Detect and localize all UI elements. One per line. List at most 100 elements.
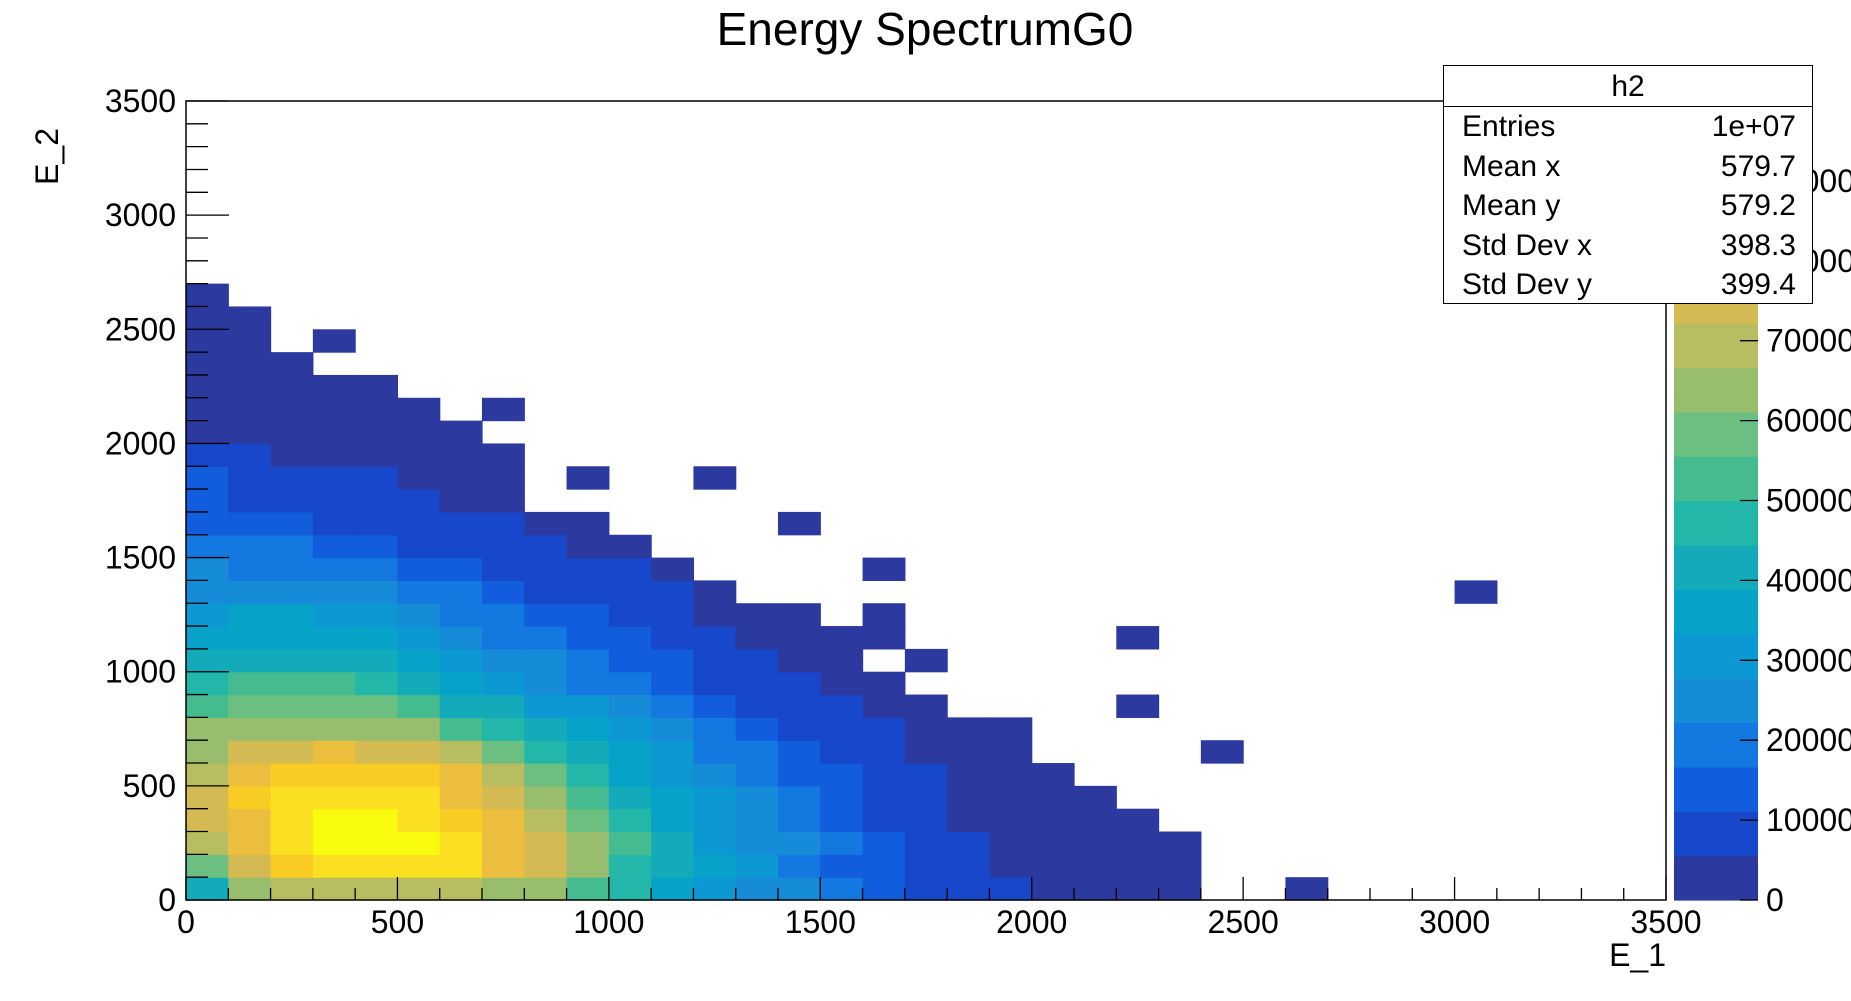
heatmap-cell xyxy=(312,443,356,467)
heatmap-cell xyxy=(270,763,314,787)
heatmap-cell xyxy=(186,511,229,536)
heatmap-cell xyxy=(228,466,272,490)
heatmap-cell xyxy=(1074,808,1117,833)
heatmap-cell xyxy=(482,831,525,855)
heatmap-cell xyxy=(566,511,610,536)
heatmap-cell xyxy=(735,648,779,673)
heatmap-cell xyxy=(1116,854,1160,878)
heatmap-cell xyxy=(355,534,399,559)
heatmap-cell xyxy=(186,329,229,353)
heatmap-cell xyxy=(228,306,272,330)
heatmap-cell xyxy=(482,443,525,467)
heatmap-cell xyxy=(228,717,272,741)
heatmap-cell xyxy=(566,603,610,627)
heatmap-cell xyxy=(693,671,737,696)
heatmap-cell xyxy=(186,603,229,627)
heatmap-cell xyxy=(186,306,229,330)
heatmap-cell xyxy=(608,808,652,833)
heatmap-cell xyxy=(693,831,737,855)
heatmap-cell xyxy=(862,877,906,901)
heatmap-cell xyxy=(820,877,864,901)
heatmap-cell xyxy=(693,694,737,718)
z-tick-label: 70000 xyxy=(1766,323,1851,359)
heatmap-cell xyxy=(566,717,610,741)
heatmap-cell xyxy=(270,717,314,741)
heatmap-cell xyxy=(778,648,821,673)
heatmap-cell xyxy=(397,877,441,901)
x-tick-label: 1500 xyxy=(785,904,856,940)
heatmap-cell xyxy=(355,808,399,833)
heatmap-cell xyxy=(735,717,779,741)
heatmap-cell xyxy=(355,671,399,696)
stats-label: Mean x xyxy=(1462,149,1561,183)
heatmap-cell xyxy=(651,648,695,673)
heatmap-cell xyxy=(1116,694,1160,718)
heatmap-cell xyxy=(566,831,610,855)
palette-swatch xyxy=(1674,456,1758,502)
heatmap-cell xyxy=(651,877,695,901)
stats-value: 1e+07 xyxy=(1711,110,1796,143)
heatmap-cell xyxy=(312,489,356,513)
heatmap-cell xyxy=(778,671,821,696)
heatmap-cell xyxy=(778,808,821,833)
heatmap-cell xyxy=(270,443,314,467)
heatmap-cell xyxy=(186,420,229,445)
heatmap-cell xyxy=(778,511,821,536)
z-tick-label: 30000 xyxy=(1766,642,1851,678)
heatmap-cell xyxy=(693,603,737,627)
x-tick-label: 500 xyxy=(371,904,424,940)
heatmap-cell xyxy=(820,717,864,741)
heatmap-cell xyxy=(482,466,525,490)
heatmap-cell xyxy=(228,603,272,627)
heatmap-cell xyxy=(778,603,821,627)
heatmap-cell xyxy=(355,831,399,855)
heatmap-cell xyxy=(439,603,483,627)
heatmap-cell xyxy=(820,808,864,833)
heatmap-cell xyxy=(947,785,991,810)
heatmap-cell xyxy=(482,626,525,650)
heatmap-cell xyxy=(355,397,399,422)
heatmap-cell xyxy=(482,648,525,673)
heatmap-cell xyxy=(482,854,525,878)
heatmap-cell xyxy=(778,854,821,878)
heatmap-cell xyxy=(186,489,229,513)
heatmap-cell xyxy=(312,557,356,581)
heatmap-cell xyxy=(862,763,906,787)
heatmap-cell xyxy=(355,877,399,901)
heatmap-cell xyxy=(270,557,314,581)
heatmap-cell xyxy=(228,648,272,673)
heatmap-cell xyxy=(312,329,356,353)
heatmap-cell xyxy=(566,694,610,718)
heatmap-cell xyxy=(947,831,991,855)
heatmap-cell xyxy=(355,557,399,581)
heatmap-cell xyxy=(439,443,483,467)
heatmap-cell xyxy=(270,420,314,445)
heatmap-cell xyxy=(397,671,441,696)
heatmap-cell xyxy=(1031,854,1075,878)
heatmap-cell xyxy=(270,740,314,764)
heatmap-cell xyxy=(566,763,610,787)
heatmap-cell xyxy=(482,603,525,627)
heatmap-cell xyxy=(862,740,906,764)
heatmap-cell xyxy=(778,785,821,810)
heatmap-cell xyxy=(312,717,356,741)
heatmap-cell xyxy=(989,717,1033,741)
heatmap-cell xyxy=(397,785,441,810)
y-tick-label: 0 xyxy=(158,882,176,918)
heatmap-cell xyxy=(355,740,399,764)
heatmap-cell xyxy=(608,626,652,650)
stats-row: Entries 1e+07 xyxy=(1444,107,1812,147)
y-tick-label: 500 xyxy=(123,768,176,804)
heatmap-cell xyxy=(186,877,229,901)
heatmap-cell xyxy=(228,534,272,559)
heatmap-cell xyxy=(355,648,399,673)
heatmap-cell xyxy=(228,694,272,718)
heatmap-cell xyxy=(439,534,483,559)
heatmap-cell xyxy=(608,671,652,696)
heatmap-cell xyxy=(862,557,906,581)
heatmap-cell xyxy=(735,763,779,787)
heatmap-cell xyxy=(270,808,314,833)
y-tick-label: 2000 xyxy=(105,425,176,461)
heatmap-cell xyxy=(820,626,864,650)
heatmap-cell xyxy=(482,397,525,422)
